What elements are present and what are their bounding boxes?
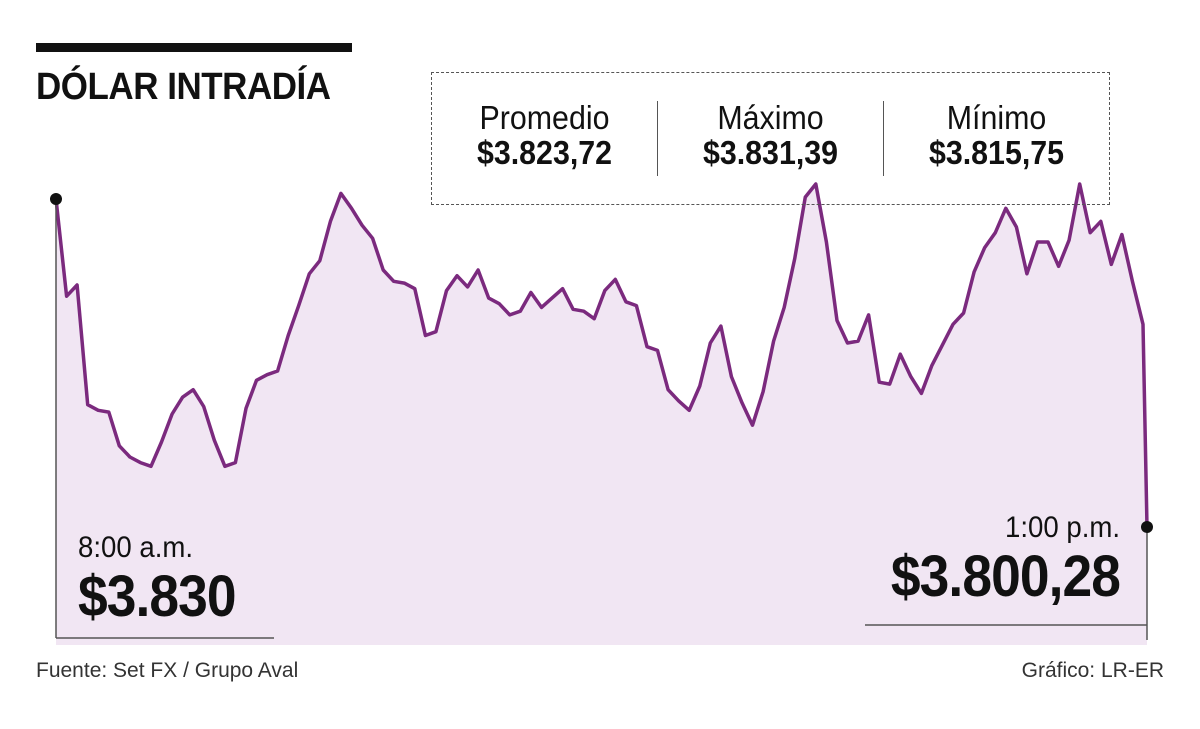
stat-average: Promedio $3.823,72 xyxy=(432,73,657,204)
stat-maximum: Máximo $3.831,39 xyxy=(657,101,883,176)
source-note: Fuente: Set FX / Grupo Aval xyxy=(36,659,299,682)
start-time-label: 8:00 a.m. xyxy=(78,531,194,564)
price-area xyxy=(56,184,1147,645)
title-rule xyxy=(36,43,352,52)
end-time-label: 1:00 p.m. xyxy=(1004,511,1120,544)
stat-label: Máximo xyxy=(717,99,824,136)
stat-value: $3.815,75 xyxy=(928,134,1065,171)
stat-value: $3.831,39 xyxy=(702,134,839,171)
start-price-label: $3.830 xyxy=(78,564,237,629)
price-line xyxy=(54,182,1149,528)
stat-minimum: Mínimo $3.815,75 xyxy=(883,101,1109,176)
stat-label: Promedio xyxy=(479,99,610,136)
start-point xyxy=(50,193,62,205)
stat-value: $3.823,72 xyxy=(476,134,613,171)
end-price-label: $3.800,28 xyxy=(890,544,1121,609)
chart-title: DÓLAR INTRADÍA xyxy=(36,66,331,108)
stats-box: Promedio $3.823,72 Máximo $3.831,39 Míni… xyxy=(431,72,1110,205)
stat-label: Mínimo xyxy=(946,99,1047,136)
credit-note: Gráfico: LR-ER xyxy=(1021,659,1164,682)
end-point xyxy=(1141,521,1153,533)
